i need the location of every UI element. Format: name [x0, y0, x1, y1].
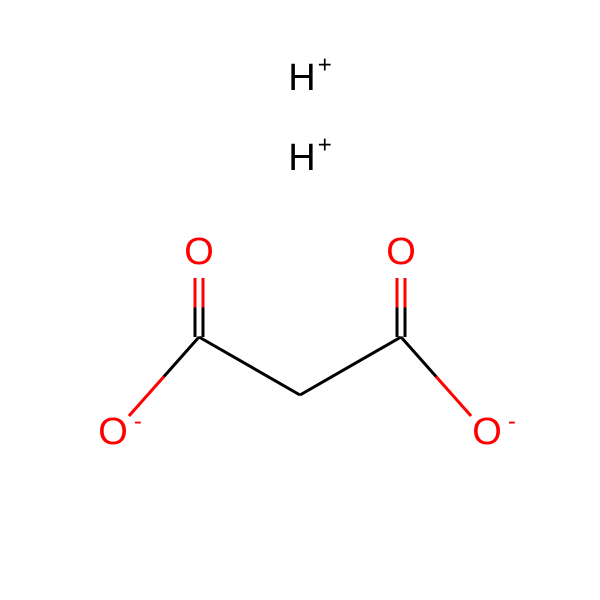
o-atom-label: O [386, 231, 416, 273]
o-atom-label: O [184, 231, 214, 273]
ion-label: H+ [288, 132, 331, 179]
charge-superscript: - [134, 408, 142, 435]
charge-superscript: - [508, 408, 516, 435]
ion-label: H+ [288, 52, 331, 99]
o-atom-label: O [472, 411, 502, 453]
molecule-diagram: OO-OO-H+H+ [0, 0, 600, 600]
o-atom-label: O [98, 411, 128, 453]
